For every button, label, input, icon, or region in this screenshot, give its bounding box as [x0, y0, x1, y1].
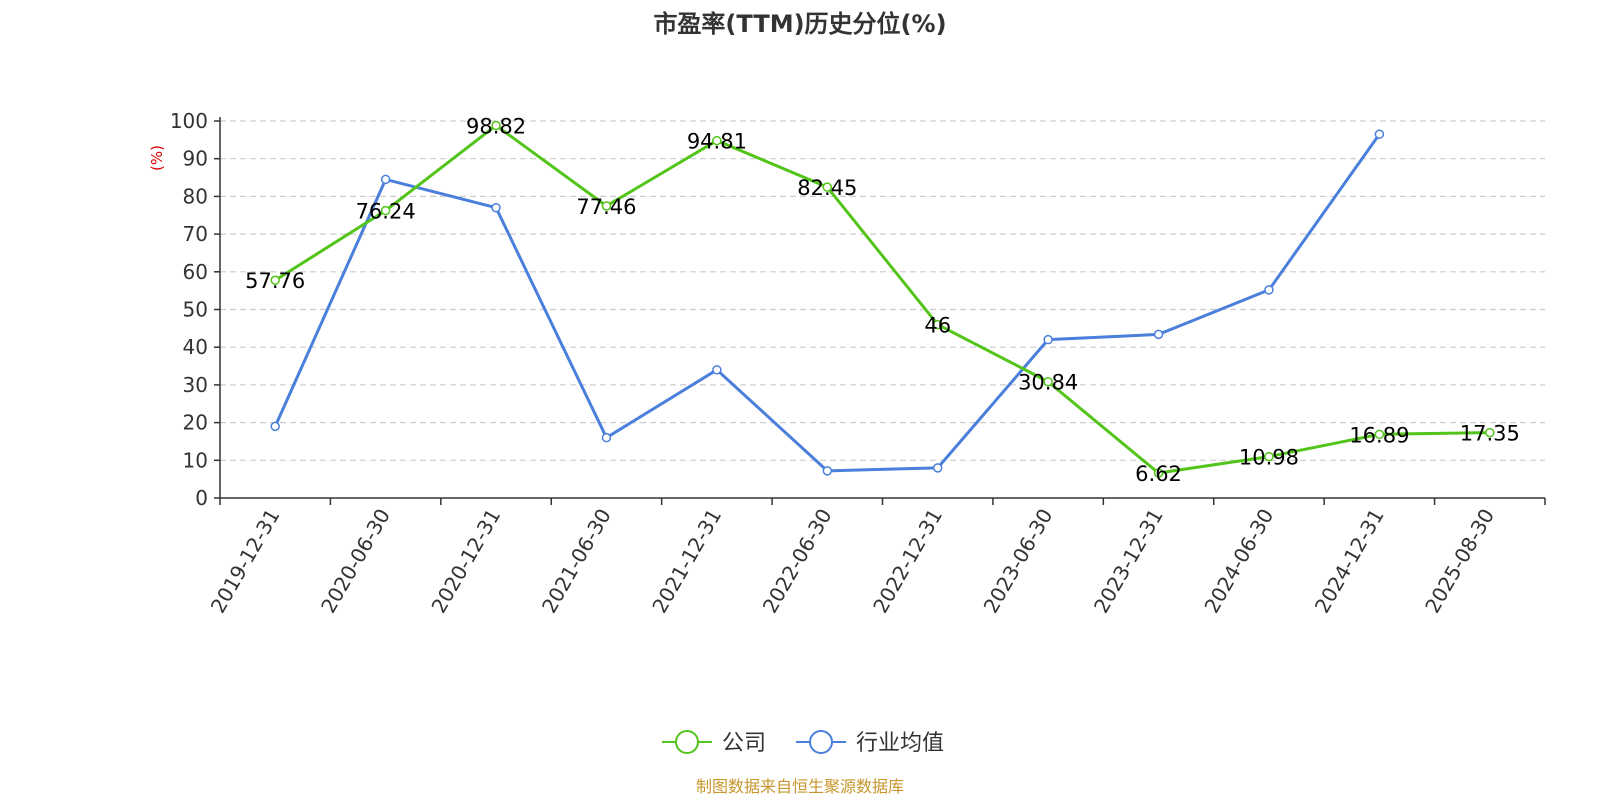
data-point: [1374, 429, 1385, 440]
y-tick-label: 70: [183, 222, 208, 246]
data-label: 10.98: [1239, 446, 1299, 470]
chart-title: 市盈率(TTM)历史分位(%): [653, 10, 946, 38]
x-tick-label: 2024-06-30: [1199, 505, 1278, 618]
x-tick-label: 2021-06-30: [537, 505, 616, 618]
data-point: [1153, 468, 1164, 478]
legend[interactable]: 公司 行业均值: [662, 730, 944, 756]
x-tick-label: 2022-06-30: [758, 505, 837, 618]
x-tick-label: 2020-12-31: [426, 504, 505, 617]
y-tick-label: 80: [183, 184, 208, 208]
legend-label: 公司: [722, 731, 766, 756]
y-tick-label: 100: [170, 109, 208, 133]
data-label: 6.62: [1135, 462, 1182, 486]
gridlines: [220, 120, 1545, 461]
data-label: 77.46: [576, 195, 636, 219]
data-point: [270, 275, 280, 285]
data-point: [822, 466, 833, 476]
y-tick-label: 20: [183, 411, 208, 435]
data-point: [712, 365, 722, 375]
data-labels: 57.76 76.24 98.82 77.46 94.81 82.45 46 30.84 6.6…: [245, 114, 1520, 486]
legend-marker: [809, 730, 833, 754]
x-tick-label: 2021-12-31: [647, 505, 726, 618]
x-tick-label: 2024-12-31: [1310, 505, 1389, 618]
y-tick-label: 50: [183, 298, 208, 322]
series-line-0: [274, 123, 1490, 475]
data-point: [932, 319, 943, 330]
series-layer: [270, 120, 1495, 478]
data-point: [1264, 285, 1274, 295]
data-point: [601, 432, 612, 443]
data-label: 16.89: [1349, 423, 1409, 447]
data-point: [1153, 329, 1164, 340]
data-source-note: 制图数据来自恒生聚源数据库: [696, 777, 904, 796]
x-tick-label: 2025-08-30: [1420, 505, 1499, 618]
data-label: 46: [924, 314, 951, 338]
y-tick-label: 60: [183, 260, 208, 284]
data-label: 57.76: [245, 269, 305, 293]
data-point: [1043, 334, 1053, 345]
x-tick-label: 2023-06-30: [979, 505, 1058, 618]
data-point: [491, 202, 501, 213]
y-tick-label: 10: [183, 448, 208, 472]
data-point: [270, 421, 280, 432]
y-tick-label: 0: [195, 486, 208, 510]
y-axis-ticks: 0 10 20 30 40 50 60 70 80 90 100: [170, 109, 220, 510]
legend-item-1[interactable]: 行业均值: [796, 730, 944, 756]
data-point: [822, 182, 833, 192]
data-point: [491, 120, 501, 131]
data-label: 94.81: [687, 130, 747, 154]
x-axis-ticks: 2019-12-31 2020-06-30 2020-12-31 2021-06-30…: [206, 498, 1546, 618]
data-point: [1264, 451, 1274, 462]
y-axis-label: (%): [148, 145, 166, 171]
data-point: [712, 135, 722, 146]
data-label: 98.82: [466, 114, 526, 138]
x-tick-label: 2023-12-31: [1089, 505, 1168, 618]
legend-marker: [675, 730, 699, 754]
data-point: [1043, 376, 1053, 387]
data-point: [932, 463, 943, 473]
legend-item-0[interactable]: 公司: [662, 730, 766, 756]
data-point: [380, 205, 391, 216]
legend-label: 行业均值: [856, 731, 944, 756]
data-point: [601, 201, 612, 211]
y-tick-label: 40: [183, 335, 208, 359]
data-point: [380, 174, 391, 185]
y-tick-label: 90: [183, 147, 208, 171]
data-label: 82.45: [797, 176, 857, 200]
data-label: 17.35: [1460, 422, 1520, 446]
x-tick-label: 2022-12-31: [868, 504, 947, 617]
x-tick-label: 2020-06-30: [316, 505, 395, 618]
data-label: 30.84: [1018, 371, 1078, 395]
data-point: [1374, 129, 1385, 139]
x-tick-label: 2019-12-31: [206, 505, 285, 618]
data-point: [1485, 427, 1495, 438]
y-tick-label: 30: [183, 373, 208, 397]
data-label: 76.24: [356, 200, 416, 224]
